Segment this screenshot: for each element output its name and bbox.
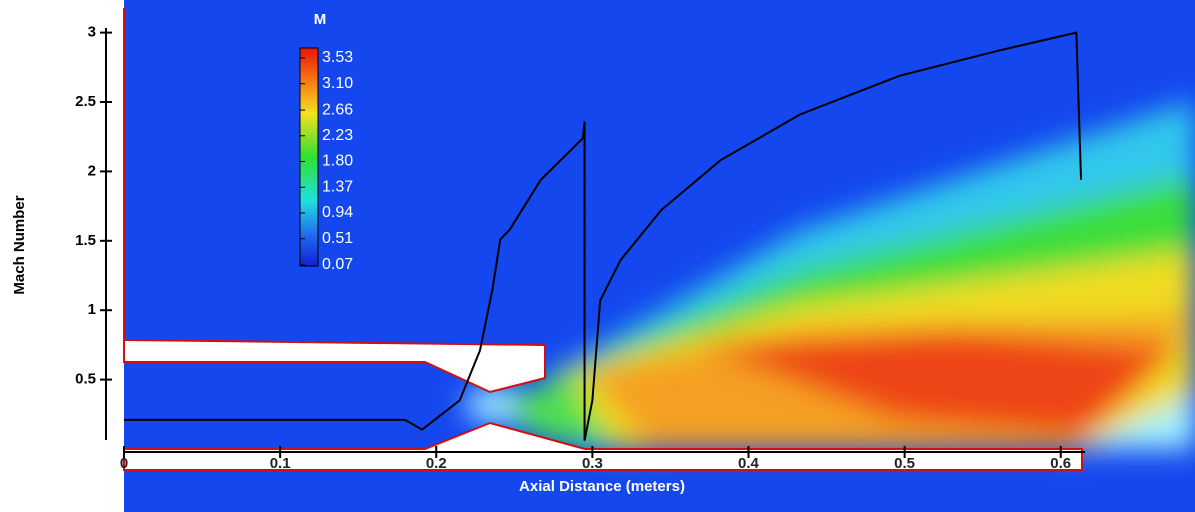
- x-axis-label: Axial Distance (meters): [519, 478, 685, 495]
- colorbar-title: M: [314, 11, 327, 28]
- mach-line: [124, 31, 1083, 441]
- colorbar-label: 1.80: [322, 153, 353, 170]
- colorbar-label: 3.10: [322, 75, 353, 92]
- y-tick-label: 2.5: [75, 93, 96, 110]
- x-tick-label: 0.2: [426, 455, 447, 472]
- y-tick-label: 2: [88, 162, 96, 179]
- colorbar: [299, 47, 319, 267]
- y-tick-label: 1.5: [75, 232, 96, 249]
- colorbar-label: 2.66: [322, 101, 353, 118]
- colorbar-label: 3.53: [322, 49, 353, 66]
- colorbar-label: 0.51: [322, 230, 353, 247]
- x-tick-label: 0: [120, 455, 128, 472]
- centerbody: [123, 421, 1083, 471]
- x-tick-label: 0.4: [738, 455, 760, 472]
- colorbar-label: 0.94: [322, 204, 353, 221]
- x-tick-label: 0.1: [270, 455, 291, 472]
- y-tick-label: 0.5: [75, 371, 96, 388]
- y-tick-label: 3: [88, 24, 96, 41]
- y-tick-label: 1: [88, 301, 96, 318]
- x-tick-label: 0.5: [894, 455, 915, 472]
- x-tick-label: 0.6: [1050, 455, 1071, 472]
- colorbar-label: 1.37: [322, 178, 353, 195]
- colorbar-label: 0.07: [322, 256, 353, 273]
- x-tick-label: 0.3: [582, 455, 603, 472]
- colorbar-label: 2.23: [322, 127, 353, 144]
- nozzle-wall: [123, 338, 546, 394]
- y-axis-label: Mach Number: [11, 195, 28, 294]
